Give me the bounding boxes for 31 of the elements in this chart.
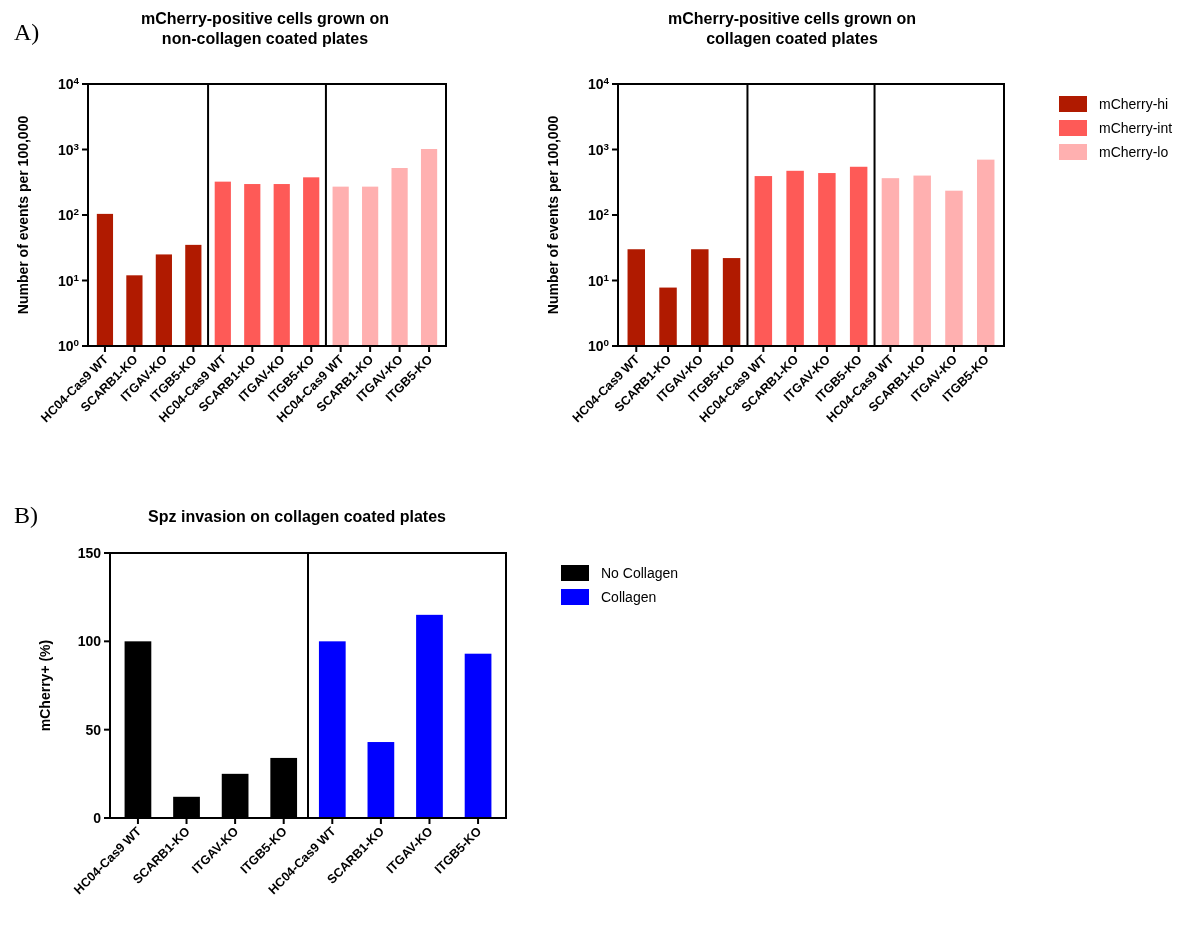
legend-label: Collagen [601, 589, 657, 605]
y-tick-label: 10$^{4}$ [587, 74, 610, 92]
legend-label: No Collagen [601, 565, 679, 581]
y-tick-label: 0 [93, 810, 102, 826]
chart-title: mCherry-positive cells grown on non-collagen coated plates [140, 10, 390, 47]
y-tick-label: 10$^{2}$ [57, 205, 80, 223]
bar [464, 653, 492, 818]
y-axis-title: Number of events per 100,000 [545, 115, 561, 315]
legend-label: mCherry-lo [1099, 144, 1169, 160]
y-tick-label: 10$^{2}$ [587, 205, 610, 223]
y-axis-title: mCherry+ (%) [37, 639, 53, 732]
y-tick-label: 10$^{1}$ [57, 271, 80, 289]
y-tick-label: 150 [77, 545, 102, 561]
chart-title: mCherry-positive cells grown on collagen coated plates [667, 10, 917, 47]
y-tick-label: 10$^{1}$ [587, 271, 610, 289]
bar [416, 614, 443, 818]
y-tick-label: 100 [77, 633, 102, 650]
legend-label: mCherry-hi [1099, 96, 1169, 112]
legend-label: mCherry-int [1099, 120, 1173, 136]
bar [367, 742, 395, 818]
y-tick-label: 10$^{3}$ [57, 140, 80, 158]
y-tick-label: 10$^{0}$ [587, 336, 610, 354]
text: A) [14, 19, 40, 45]
y-axis-title: Number of events per 100,000 [15, 115, 31, 315]
y-tick-label: 50 [85, 721, 102, 738]
chart-title: Spz invasion on collagen coated plates [148, 508, 447, 525]
bar [318, 641, 346, 818]
y-tick-label: 10$^{4}$ [57, 74, 80, 92]
y-tick-label: 10$^{0}$ [57, 336, 80, 354]
text: B) [14, 502, 38, 528]
y-tick-label: 10$^{3}$ [587, 140, 610, 158]
